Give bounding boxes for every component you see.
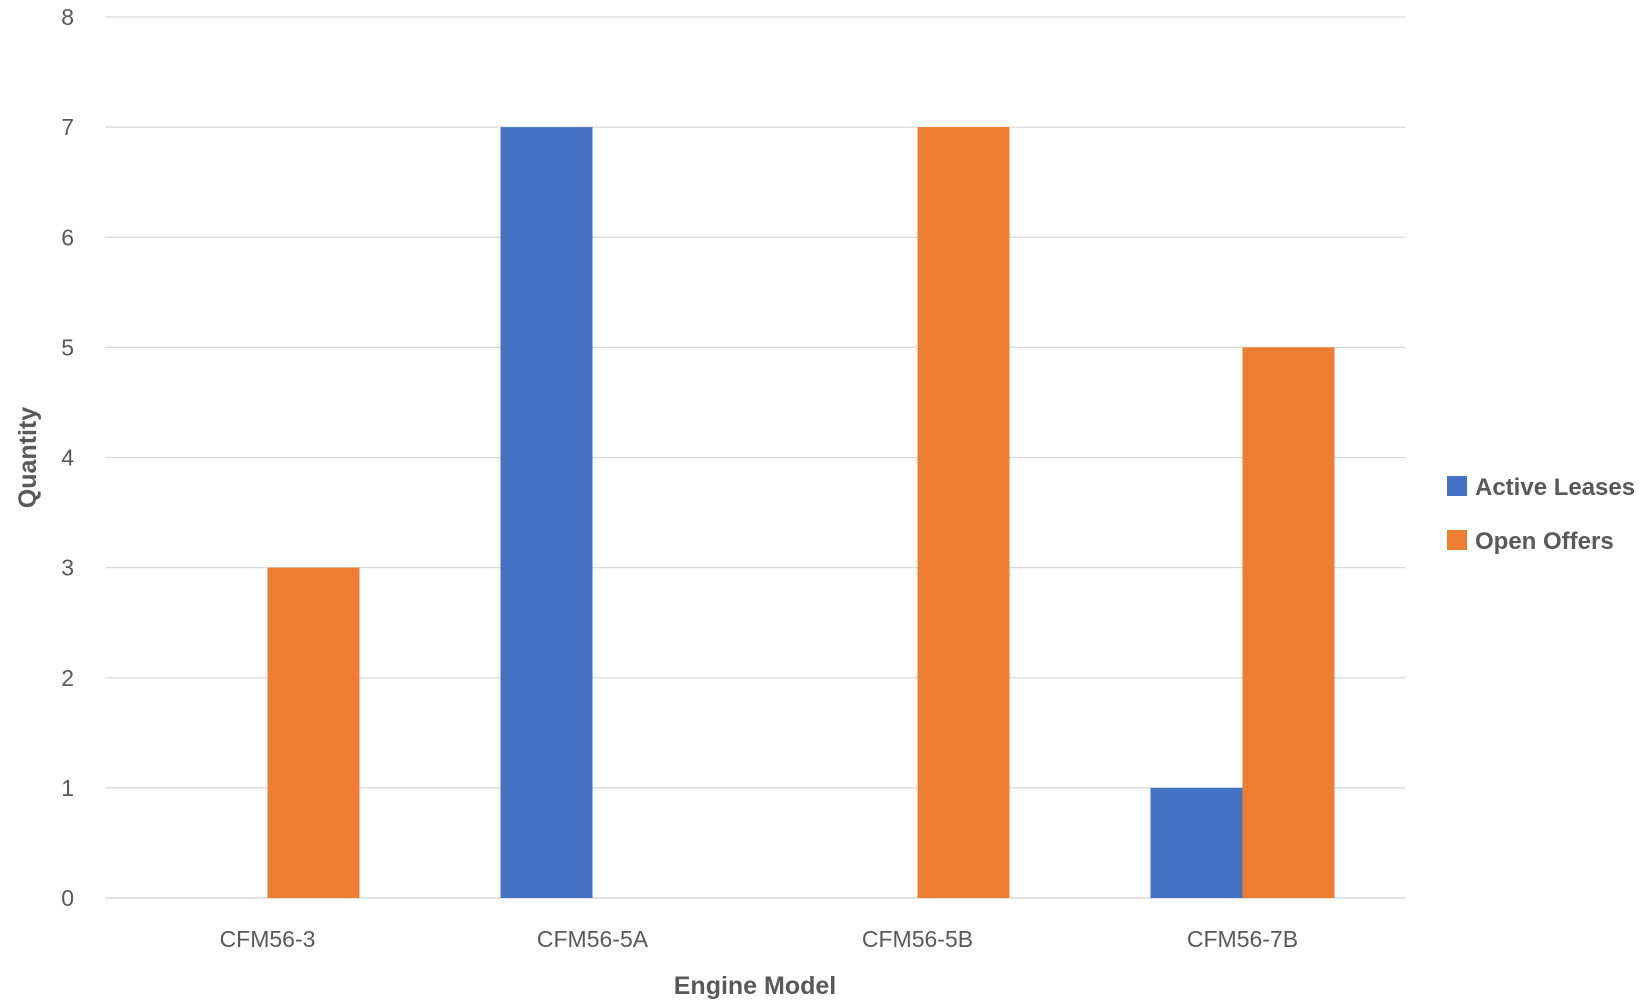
y-tick-label: 2	[61, 665, 74, 691]
legend-label-open-offers: Open Offers	[1475, 528, 1614, 555]
x-tick-label: CFM56-5A	[537, 926, 649, 952]
y-tick-label: 5	[61, 334, 74, 360]
bar-active-leases-cfm56-5a	[500, 127, 593, 898]
bar-open-offers-cfm56-7b	[1242, 347, 1335, 898]
x-axis-ticks: CFM56-3 CFM56-5A CFM56-5B CFM56-7B	[220, 926, 1299, 952]
legend: Active Leases Open Offers	[1447, 474, 1635, 555]
bar-open-offers-cfm56-3	[267, 567, 360, 898]
y-axis-ticks: 0 1 2 3 4 5 6 7 8	[61, 4, 74, 911]
x-tick-label: CFM56-3	[220, 926, 316, 952]
y-tick-label: 0	[61, 885, 74, 911]
legend-swatch-active-leases	[1447, 476, 1467, 496]
y-tick-label: 7	[61, 114, 74, 140]
x-tick-label: CFM56-5B	[862, 926, 973, 952]
y-tick-label: 3	[61, 555, 74, 581]
y-tick-label: 1	[61, 775, 74, 801]
legend-swatch-open-offers	[1447, 530, 1467, 550]
legend-item-active-leases: Active Leases	[1447, 474, 1635, 501]
legend-label-active-leases: Active Leases	[1475, 474, 1635, 501]
bar-open-offers-cfm56-5b	[917, 127, 1010, 898]
bars	[267, 127, 1335, 898]
bar-active-leases-cfm56-7b	[1150, 787, 1243, 898]
y-tick-label: 8	[61, 4, 74, 30]
x-axis-title: Engine Model	[674, 972, 837, 1000]
y-axis-title: Quantity	[14, 407, 42, 508]
y-tick-label: 4	[61, 445, 74, 471]
legend-item-open-offers: Open Offers	[1447, 528, 1614, 555]
y-tick-label: 6	[61, 224, 74, 250]
x-tick-label: CFM56-7B	[1187, 926, 1298, 952]
